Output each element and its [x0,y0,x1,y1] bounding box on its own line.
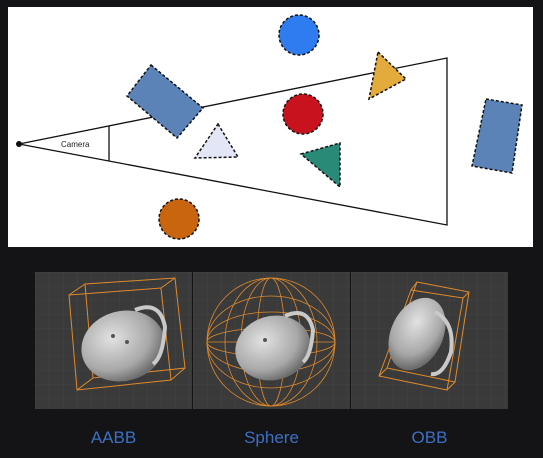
teal-triangle [299,142,341,189]
sphere-label: Sphere [244,428,299,447]
camera-origin [16,141,22,147]
camera-label: Camera [61,140,90,149]
yellow-triangle [367,50,408,101]
sphere-model [235,315,311,381]
obb-model [388,297,446,371]
obb-label: OBB [411,428,448,447]
obb-panel [351,272,508,409]
aabb-panel [35,272,192,409]
sphere-panel [193,272,350,409]
frustum-diagram: Camera [8,7,533,247]
lavender-triangle [193,122,240,159]
blue-circle [278,14,320,56]
red-circle [282,93,324,135]
steel-rectangle-right [471,98,523,174]
orange-circle [158,198,200,240]
aabb-model [81,310,165,382]
camera-frustum [18,57,448,226]
aabb-label: AABB [90,428,137,447]
steel-rectangle-left [125,63,205,140]
